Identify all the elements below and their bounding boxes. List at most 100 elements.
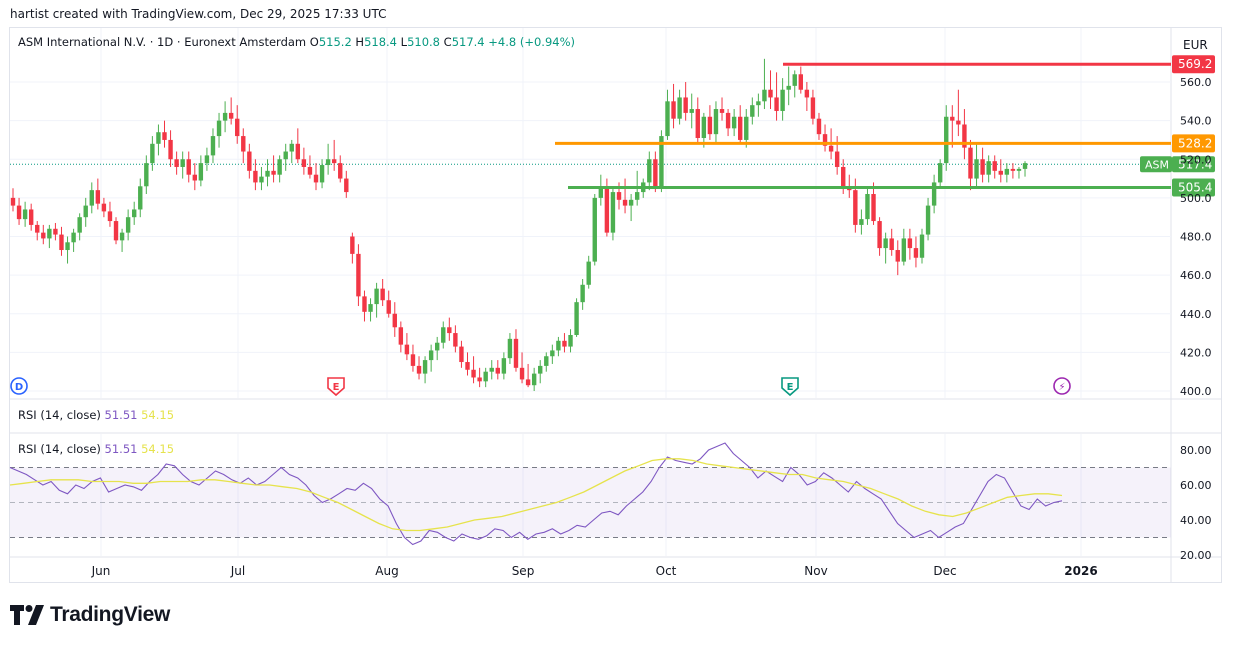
level-price-label: 569.2 (1178, 57, 1212, 71)
candle-body (319, 165, 325, 183)
candle-body (113, 221, 119, 241)
candle-body (47, 228, 52, 239)
candle-body (762, 89, 767, 102)
candle-body (283, 151, 288, 160)
x-tick-label: Sep (512, 564, 535, 578)
candle-body (289, 143, 294, 152)
candle-body (325, 159, 331, 166)
candle-body (544, 356, 549, 366)
candle-body (331, 159, 337, 164)
candle-body (350, 236, 355, 254)
candle-body (962, 124, 967, 148)
y-tick-label: 420.0 (1180, 346, 1212, 359)
candle-body (138, 186, 143, 210)
level-price-tag (1172, 134, 1215, 153)
candle-body (683, 97, 688, 113)
ohlc-label: C (444, 35, 452, 49)
candle-body (719, 109, 725, 113)
candle-body (744, 116, 749, 140)
candle-body (150, 143, 155, 164)
rsi-y-tick-label: 60.00 (1180, 479, 1212, 492)
candle-body (592, 197, 597, 262)
candle-body (944, 116, 949, 164)
candle-body (580, 284, 585, 303)
ohlc-label: L (401, 35, 408, 49)
candle-body (568, 334, 573, 347)
candle-body (156, 132, 161, 144)
candle-body (834, 151, 840, 167)
candle-body (1004, 168, 1010, 175)
level-price-label: 528.2 (1178, 136, 1212, 150)
event-marker-label: E (333, 382, 340, 393)
candle-body (307, 166, 313, 175)
candle-body (513, 338, 519, 368)
candle-body (295, 143, 301, 160)
candle-body (956, 120, 961, 125)
candle-body (204, 155, 210, 164)
candle-body (380, 288, 385, 301)
candle-body (216, 120, 222, 137)
tradingview-logo[interactable]: TradingView (10, 603, 170, 627)
candle-body (774, 97, 779, 111)
candle-body (538, 365, 543, 374)
candle-body (453, 333, 458, 347)
candle-body (101, 203, 107, 212)
candle-body (132, 209, 137, 218)
candle-body (1016, 168, 1022, 171)
currency-label: EUR (1183, 38, 1208, 52)
candle-body (16, 205, 22, 220)
y-tick-label: 440.0 (1180, 308, 1212, 321)
candle-body (616, 192, 622, 200)
candle-body (998, 170, 1003, 175)
event-marker-icon (1053, 377, 1071, 395)
y-tick-label: 520.0 (1180, 153, 1212, 166)
rsi-y-tick-label: 40.00 (1180, 514, 1212, 527)
ohlc-low: 510.8 (407, 35, 444, 49)
candle-body (913, 248, 919, 258)
candle-body (119, 232, 125, 241)
candle-body (241, 136, 246, 152)
rsi-line (9, 442, 1063, 546)
candle-body (313, 174, 319, 183)
candle-body (986, 161, 991, 175)
candle-body (392, 313, 397, 328)
rsi-bands (10, 467, 1171, 538)
candle-body (689, 109, 694, 113)
candle-body (235, 118, 240, 137)
event-marker-label: ⚡ (1058, 382, 1065, 393)
chart-frame (9, 27, 1222, 583)
rsi-value: 51.51 (105, 408, 142, 422)
candle-body (859, 219, 864, 225)
candle-body (647, 159, 652, 183)
candle-body (980, 159, 985, 175)
candle-body (822, 134, 828, 146)
candle-body (338, 163, 343, 179)
level-price-tag (1172, 178, 1215, 197)
candle-body (628, 199, 634, 206)
x-tick-label: Aug (375, 564, 398, 578)
x-tick-label: 2026 (1064, 564, 1097, 578)
candle-body (362, 296, 367, 312)
rsi-ma-line (9, 458, 1063, 532)
candle-body (925, 205, 931, 235)
candle-body (901, 238, 907, 262)
candle-body (677, 97, 682, 119)
candle-body (889, 238, 894, 251)
candlestick-series (10, 58, 1028, 391)
ohlc-open: 515.2 (319, 35, 356, 49)
candle-body (447, 327, 452, 334)
created-by-caption: hartist created with TradingView.com, De… (10, 7, 387, 21)
candle-body (228, 112, 234, 119)
candle-body (604, 188, 610, 233)
candle-body (1010, 168, 1016, 171)
candle-body (931, 182, 937, 206)
candle-body (416, 365, 422, 374)
candle-body (77, 217, 82, 233)
candle-body (816, 118, 822, 135)
candle-body (550, 350, 555, 357)
rsi-y-tick-label: 80.00 (1180, 444, 1212, 457)
candle-body (919, 234, 925, 258)
event-markers: D E E ⚡ (10, 377, 1071, 397)
candle-body (871, 194, 876, 222)
